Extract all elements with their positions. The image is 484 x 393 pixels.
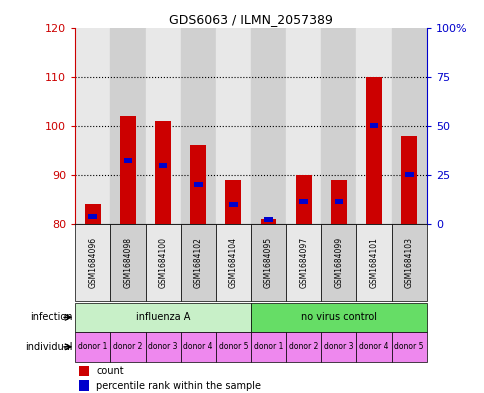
Text: individual: individual [25, 342, 73, 352]
Bar [75, 224, 110, 301]
Bar [155, 121, 171, 224]
Bar [264, 217, 272, 222]
Bar [180, 332, 215, 362]
Bar [123, 158, 132, 163]
Bar [145, 28, 180, 224]
Bar [215, 28, 250, 224]
Text: donor 2: donor 2 [288, 342, 318, 351]
Bar [75, 303, 251, 332]
Text: GSM1684097: GSM1684097 [299, 237, 308, 288]
Text: percentile rank within the sample: percentile rank within the sample [96, 381, 261, 391]
Bar [330, 180, 346, 224]
Text: donor 1: donor 1 [253, 342, 283, 351]
Bar [260, 219, 276, 224]
Text: GSM1684098: GSM1684098 [123, 237, 132, 288]
Bar [286, 332, 320, 362]
Bar [85, 204, 101, 224]
Bar [250, 28, 286, 224]
Bar [286, 224, 320, 301]
Text: donor 3: donor 3 [148, 342, 178, 351]
Bar [110, 224, 145, 301]
Bar [75, 332, 110, 362]
Bar [286, 28, 320, 224]
Bar [110, 332, 145, 362]
Text: GSM1684095: GSM1684095 [263, 237, 272, 288]
Text: GSM1684099: GSM1684099 [333, 237, 343, 288]
Bar [334, 199, 343, 204]
Bar [215, 332, 251, 362]
Bar [356, 28, 391, 224]
Text: count: count [96, 366, 123, 376]
Text: donor 2: donor 2 [113, 342, 142, 351]
Bar [88, 214, 97, 219]
Text: GSM1684101: GSM1684101 [369, 237, 378, 288]
Bar [78, 365, 89, 376]
Text: influenza A: influenza A [136, 312, 190, 322]
Bar [295, 175, 311, 224]
Text: no virus control: no virus control [300, 312, 376, 322]
Text: GSM1684102: GSM1684102 [193, 237, 202, 288]
Bar [320, 224, 356, 301]
Text: donor 3: donor 3 [323, 342, 353, 351]
Text: GSM1684096: GSM1684096 [88, 237, 97, 288]
Text: GSM1684104: GSM1684104 [228, 237, 238, 288]
Text: donor 5: donor 5 [218, 342, 248, 351]
Bar [145, 224, 180, 301]
Bar [225, 180, 241, 224]
Bar [365, 77, 381, 224]
Bar [391, 332, 426, 362]
Bar [391, 224, 426, 301]
Text: GSM1684103: GSM1684103 [404, 237, 413, 288]
Text: donor 4: donor 4 [183, 342, 212, 351]
Bar [190, 145, 206, 224]
Bar [158, 163, 167, 167]
Bar [194, 182, 202, 187]
Bar [110, 28, 145, 224]
Bar [180, 28, 215, 224]
Text: infection: infection [30, 312, 73, 322]
Bar [369, 123, 378, 128]
Bar [251, 303, 426, 332]
Bar [251, 332, 286, 362]
Bar [356, 224, 391, 301]
Title: GDS6063 / ILMN_2057389: GDS6063 / ILMN_2057389 [169, 13, 332, 26]
Bar [299, 199, 307, 204]
Bar [78, 380, 89, 391]
Bar [228, 202, 237, 207]
Bar [404, 173, 413, 177]
Text: donor 1: donor 1 [78, 342, 107, 351]
Text: donor 4: donor 4 [359, 342, 388, 351]
Bar [320, 332, 356, 362]
Bar [391, 28, 426, 224]
Bar [75, 28, 110, 224]
Bar [320, 28, 356, 224]
Bar [120, 116, 136, 224]
Bar [356, 332, 391, 362]
Bar [145, 332, 180, 362]
Bar [215, 224, 251, 301]
Text: donor 5: donor 5 [393, 342, 423, 351]
Text: GSM1684100: GSM1684100 [158, 237, 167, 288]
Bar [180, 224, 215, 301]
Bar [400, 136, 416, 224]
Bar [251, 224, 286, 301]
